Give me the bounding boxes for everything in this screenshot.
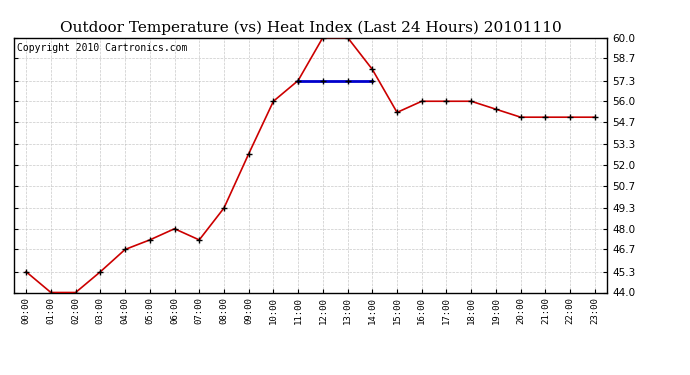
Title: Outdoor Temperature (vs) Heat Index (Last 24 Hours) 20101110: Outdoor Temperature (vs) Heat Index (Las… (59, 21, 562, 35)
Text: Copyright 2010 Cartronics.com: Copyright 2010 Cartronics.com (17, 43, 187, 52)
